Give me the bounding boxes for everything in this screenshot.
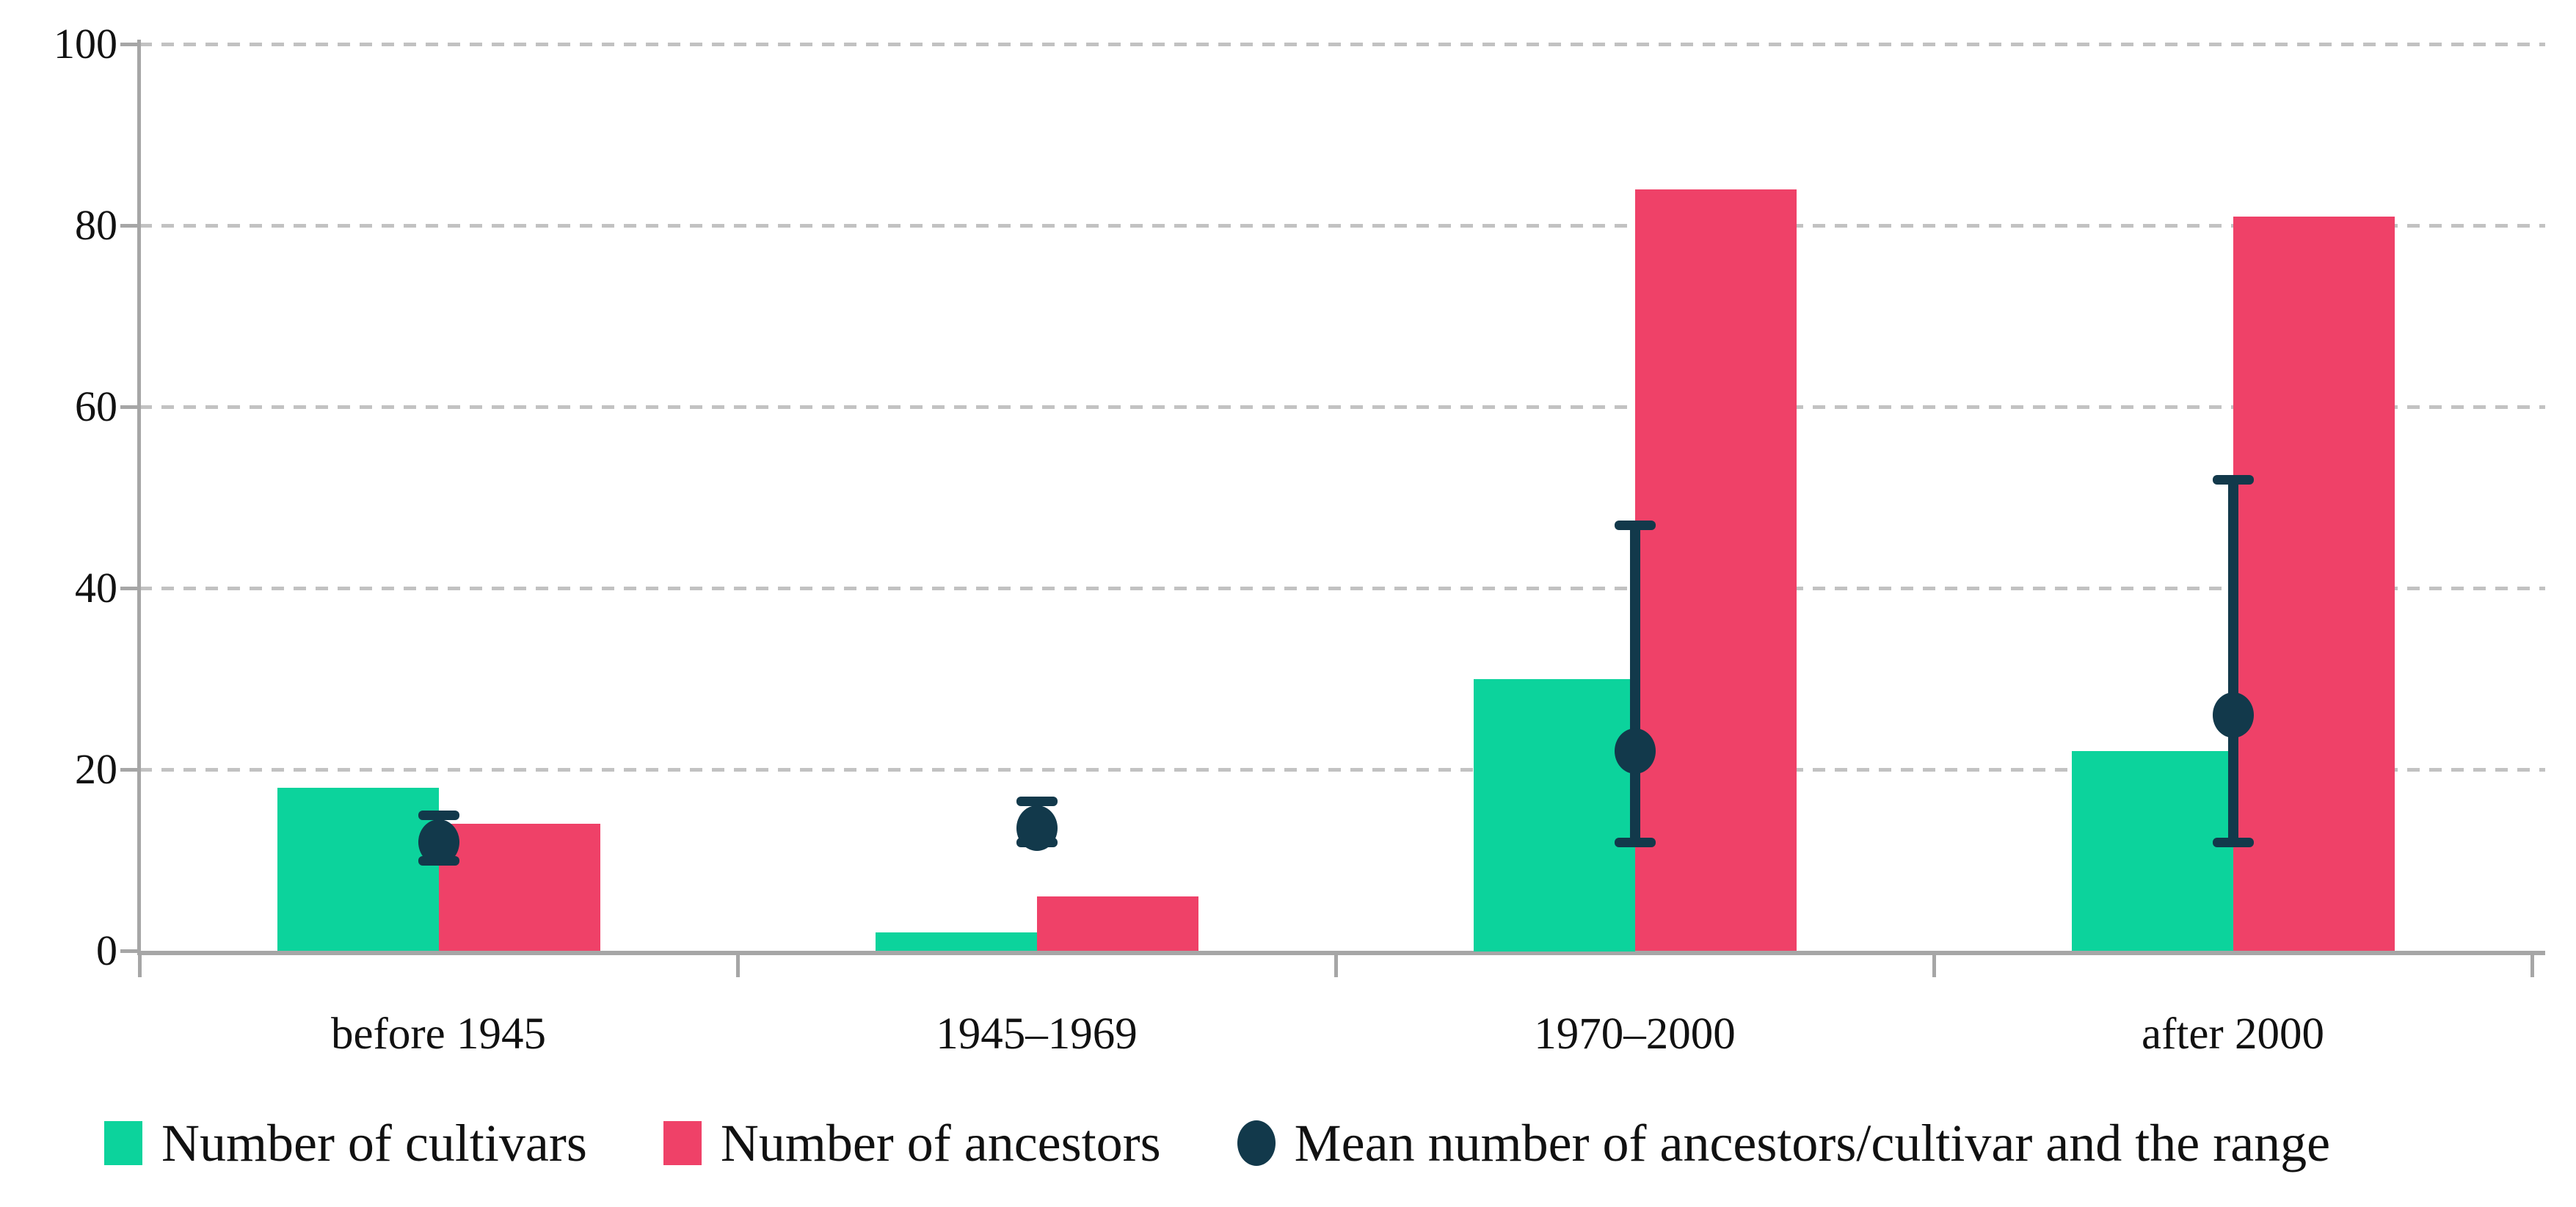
legend-item-cultivars: Number of cultivars: [104, 1110, 587, 1176]
y-tick-20: [120, 768, 139, 772]
mean-dot-3: [2213, 692, 2254, 738]
y-tick-label-0: 0: [96, 927, 117, 974]
legend-item-ancestors: Number of ancestors: [663, 1110, 1161, 1176]
x-category-label-1: 1945–1969: [936, 1010, 1138, 1059]
gridline-20: [139, 768, 2545, 772]
gridline-80: [139, 224, 2545, 228]
mean-dot-1: [1016, 805, 1058, 851]
y-tick-label-20: 20: [75, 745, 117, 793]
legend-label-ancestors: Number of ancestors: [720, 1114, 1161, 1172]
y-tick-label-60: 60: [75, 383, 117, 430]
gridline-40: [139, 587, 2545, 590]
y-tick-0: [120, 949, 139, 953]
mean-dot-0: [418, 819, 459, 865]
y-tick-label-100: 100: [54, 20, 117, 68]
range-cap-low-3: [2213, 838, 2254, 847]
gridline-100: [139, 43, 2545, 46]
bar-ancestors-2: [1635, 189, 1797, 951]
range-cap-low-2: [1615, 838, 1656, 847]
x-tick-1: [736, 955, 740, 977]
range-line-3: [2228, 479, 2238, 842]
legend-label-mean-range: Mean number of ancestors/cultivar and th…: [1294, 1114, 2331, 1172]
y-tick-label-40: 40: [75, 564, 117, 612]
ancestors-swatch-icon: [663, 1121, 702, 1165]
bar-cultivars-1: [876, 932, 1037, 951]
y-tick-60: [120, 405, 139, 409]
legend-label-cultivars: Number of cultivars: [161, 1114, 587, 1172]
x-category-label-2: 1970–2000: [1534, 1010, 1736, 1059]
legend-item-mean-range: Mean number of ancestors/cultivar and th…: [1237, 1110, 2330, 1176]
range-cap-high-1: [1016, 797, 1058, 806]
bar-cultivars-0: [277, 788, 439, 951]
x-tick-0: [138, 955, 142, 977]
range-cap-high-2: [1615, 521, 1656, 530]
y-tick-100: [120, 43, 139, 46]
y-tick-80: [120, 224, 139, 228]
x-category-label-3: after 2000: [2142, 1010, 2324, 1059]
bar-ancestors-1: [1037, 896, 1198, 951]
x-category-label-0: before 1945: [330, 1010, 547, 1059]
range-cap-high-0: [418, 811, 459, 820]
cultivars-swatch-icon: [104, 1121, 142, 1165]
bar-ancestors-3: [2233, 217, 2395, 951]
x-tick-4: [2530, 955, 2534, 977]
y-tick-label-80: 80: [75, 201, 117, 249]
range-line-2: [1630, 525, 1640, 842]
x-axis-line: [137, 951, 2545, 955]
mean-dot-icon: [1237, 1120, 1276, 1166]
y-axis-line: [137, 40, 141, 955]
range-cap-high-3: [2213, 475, 2254, 485]
mean-dot-2: [1615, 728, 1656, 774]
x-tick-2: [1334, 955, 1338, 977]
bar-cultivars-2: [1474, 679, 1635, 952]
x-tick-3: [1932, 955, 1936, 977]
y-tick-40: [120, 587, 139, 590]
bar-cultivars-3: [2072, 751, 2233, 951]
bar-ancestors-0: [439, 824, 600, 951]
legend: Number of cultivars Number of ancestors …: [104, 1110, 2330, 1176]
gridline-60: [139, 405, 2545, 409]
